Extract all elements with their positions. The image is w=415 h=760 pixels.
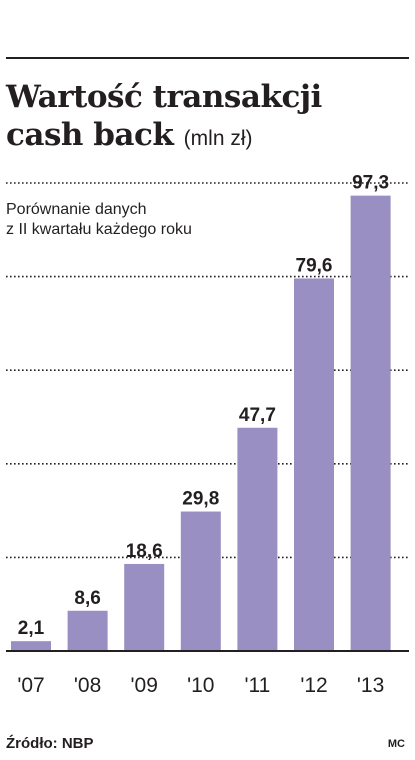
chart-title: Wartość transakcji cash back (mln zł)	[6, 78, 322, 158]
bar	[180, 511, 221, 651]
value-label: 79,6	[296, 255, 333, 276]
subtitle-line-1: Porównanie danych	[6, 201, 147, 218]
x-tick-label: '11	[244, 674, 270, 697]
value-label: 18,6	[126, 541, 163, 562]
value-label: 8,6	[74, 588, 100, 609]
value-label: 2,1	[18, 618, 45, 639]
value-labels: 2,1 8,6 18,6 29,8 47,7 79,6 97,3	[18, 173, 389, 640]
source-note: Źródło: NBP	[6, 735, 94, 752]
value-label: 97,3	[352, 173, 389, 194]
unit-label: (mln zł)	[183, 127, 253, 150]
bar	[350, 195, 391, 652]
bar	[124, 563, 165, 651]
x-axis-labels: '07 '08 '09 '10 '11 '12 '13	[17, 674, 384, 697]
subtitle-line-2: z II kwartału każdego roku	[6, 221, 192, 238]
x-tick-label: '08	[74, 674, 101, 697]
value-label: 47,7	[239, 405, 276, 426]
top-rule	[6, 57, 409, 59]
bar	[294, 278, 334, 651]
x-tick-label: '09	[131, 674, 158, 697]
title-line-1: Wartość transakcji	[6, 79, 322, 115]
subtitle: Porównanie danych z II kwartału każdego …	[6, 200, 192, 240]
x-tick-label: '12	[300, 674, 327, 697]
title-line-2: cash back (mln zł)	[6, 116, 322, 158]
bars	[11, 195, 391, 652]
bar	[67, 610, 108, 651]
x-tick-label: '10	[187, 674, 214, 697]
bar	[11, 641, 51, 651]
value-label: 29,8	[182, 489, 219, 510]
bar	[237, 427, 278, 651]
x-tick-label: '07	[17, 674, 44, 697]
title-line-2-text: cash back	[6, 117, 174, 153]
credit: MC	[387, 738, 405, 750]
x-tick-label: '13	[357, 674, 384, 697]
